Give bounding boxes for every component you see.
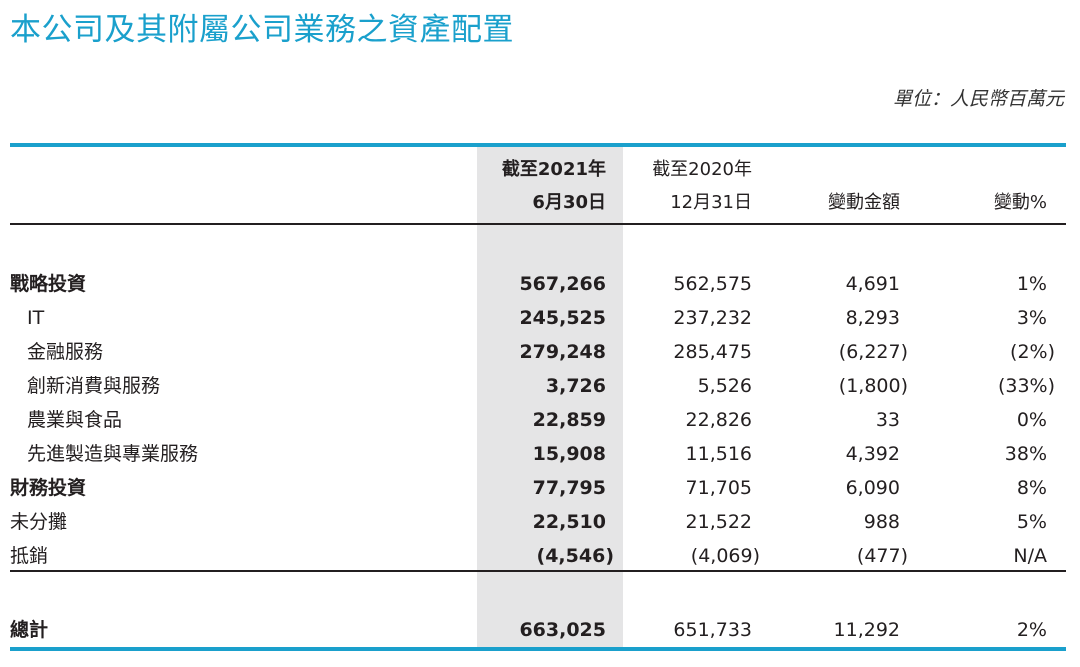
row-value-change-pct: 0% — [1016, 409, 1047, 431]
row-value-change-pct: (2%) — [1010, 341, 1055, 363]
row-label-elimination: 抵銷 — [10, 545, 49, 567]
row-value-2021: 279,248 — [519, 341, 606, 363]
row-value-2020: 285,475 — [673, 341, 752, 363]
row-value-2021: 3,726 — [545, 375, 606, 397]
row-value-change: (477) — [856, 545, 908, 567]
row-value-2021: 22,510 — [532, 511, 606, 533]
table-bottom-rule — [10, 647, 1066, 651]
row-value-change: 8,293 — [845, 307, 900, 329]
unit-note: 單位：人民幣百萬元 — [892, 88, 1064, 110]
total-value-2021: 663,025 — [519, 619, 606, 641]
row-label-unallocated: 未分攤 — [10, 511, 68, 533]
col-header-2021-line1: 截至2021年 — [501, 159, 606, 180]
header-bottom-rule — [10, 223, 1066, 225]
row-label-financial-investment: 財務投資 — [10, 477, 87, 499]
col-header-change-percent: 變動% — [993, 192, 1047, 213]
row-value-change-pct: N/A — [1013, 545, 1047, 567]
col-header-2020-line1: 截至2020年 — [652, 159, 752, 180]
row-value-2021: 567,266 — [519, 273, 606, 295]
row-value-2020: (4,069) — [690, 545, 760, 567]
row-value-2020: 5,526 — [697, 375, 752, 397]
row-value-change-pct: 8% — [1016, 477, 1047, 499]
row-value-change: (6,227) — [838, 341, 908, 363]
row-value-2021: 245,525 — [519, 307, 606, 329]
row-label-agriculture-food: 農業與食品 — [27, 409, 123, 431]
row-value-change: 6,090 — [845, 477, 900, 499]
total-value-change-pct: 2% — [1016, 619, 1047, 641]
row-value-2020: 21,522 — [685, 511, 752, 533]
row-value-2021: 77,795 — [532, 477, 606, 499]
row-value-change-pct: 38% — [1004, 443, 1047, 465]
row-value-2021: 15,908 — [532, 443, 606, 465]
row-value-change-pct: 1% — [1016, 273, 1047, 295]
row-label-advanced-manufacturing: 先進製造與專業服務 — [27, 443, 199, 465]
row-value-2021: (4,546) — [536, 545, 614, 567]
row-label-strategic-investment: 戰略投資 — [10, 273, 87, 295]
row-value-2021: 22,859 — [532, 409, 606, 431]
row-value-2020: 71,705 — [685, 477, 752, 499]
row-label-innovative-consumption: 創新消費與服務 — [27, 375, 161, 397]
row-value-2020: 237,232 — [673, 307, 752, 329]
col-header-change-amount: 變動金額 — [828, 192, 900, 213]
row-value-change: 988 — [863, 511, 900, 533]
table-top-rule — [10, 143, 1066, 147]
col-header-2020-line2: 12月31日 — [670, 192, 752, 213]
page-title: 本公司及其附屬公司業務之資產配置 — [10, 12, 514, 48]
col-header-2021-line2: 6月30日 — [532, 192, 606, 213]
row-value-2020: 11,516 — [685, 443, 752, 465]
row-label-financial-services: 金融服務 — [27, 341, 104, 363]
row-value-change: (1,800) — [838, 375, 908, 397]
total-label: 總計 — [10, 619, 49, 641]
row-value-change: 4,392 — [845, 443, 900, 465]
subtotal-rule — [10, 570, 1066, 572]
row-value-change-pct: 5% — [1016, 511, 1047, 533]
row-value-change-pct: (33%) — [997, 375, 1055, 397]
row-label-it: IT — [27, 307, 45, 329]
row-value-2020: 22,826 — [685, 409, 752, 431]
total-value-change: 11,292 — [833, 619, 900, 641]
row-value-change: 33 — [875, 409, 900, 431]
row-value-2020: 562,575 — [673, 273, 752, 295]
row-value-change-pct: 3% — [1016, 307, 1047, 329]
current-period-column-highlight — [477, 146, 623, 650]
row-value-change: 4,691 — [845, 273, 900, 295]
total-value-2020: 651,733 — [673, 619, 752, 641]
